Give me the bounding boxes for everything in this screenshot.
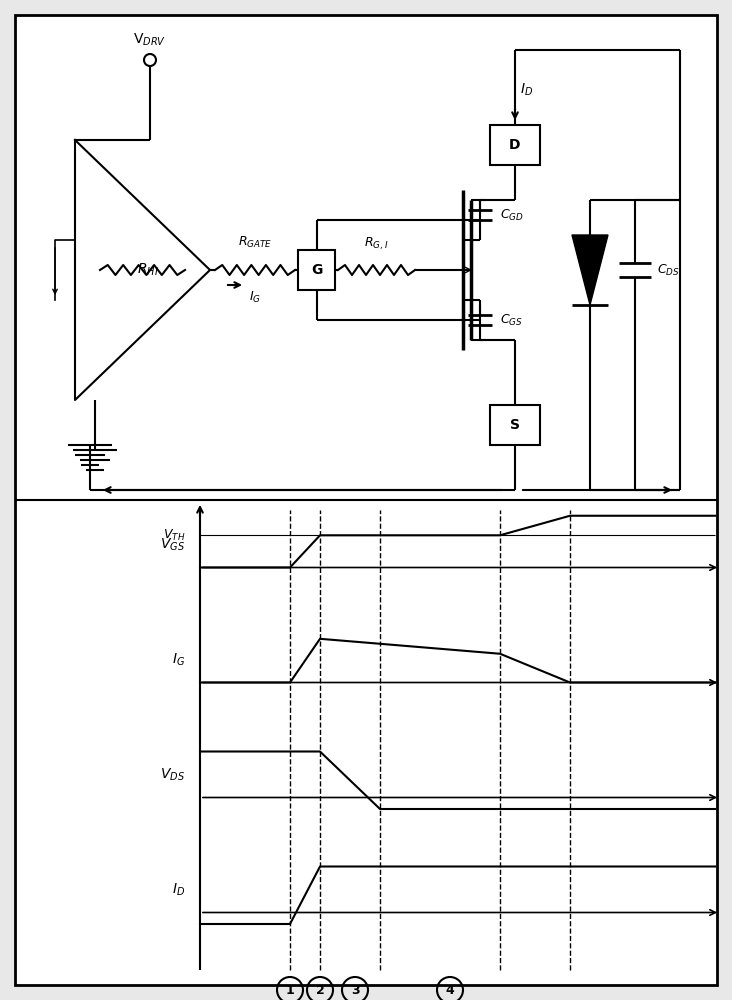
Text: C$_{DS}$: C$_{DS}$ xyxy=(657,262,680,278)
Text: 1: 1 xyxy=(285,984,294,996)
Text: C$_{GD}$: C$_{GD}$ xyxy=(500,207,524,223)
Text: V$_{DS}$: V$_{DS}$ xyxy=(160,766,185,783)
Text: R$_{HI}$: R$_{HI}$ xyxy=(137,262,159,278)
Text: I$_D$: I$_D$ xyxy=(520,82,534,98)
Text: C$_{GS}$: C$_{GS}$ xyxy=(500,312,523,328)
Text: V$_{DRV}$: V$_{DRV}$ xyxy=(133,32,167,48)
Text: I$_D$: I$_D$ xyxy=(172,881,185,898)
Bar xyxy=(298,250,335,290)
Text: S: S xyxy=(510,418,520,432)
Text: G: G xyxy=(311,263,322,277)
Text: 3: 3 xyxy=(351,984,359,996)
Text: R$_{GATE}$: R$_{GATE}$ xyxy=(238,235,272,250)
Text: D: D xyxy=(509,138,520,152)
Text: 4: 4 xyxy=(446,984,455,996)
Text: V$_{GS}$: V$_{GS}$ xyxy=(160,536,185,553)
Text: I$_G$: I$_G$ xyxy=(172,651,185,668)
Text: R$_{G,I}$: R$_{G,I}$ xyxy=(365,236,389,252)
Text: I$_G$: I$_G$ xyxy=(249,290,261,305)
Bar xyxy=(490,405,540,445)
Text: V$_{TH}$: V$_{TH}$ xyxy=(163,528,185,543)
Polygon shape xyxy=(572,235,608,305)
Bar xyxy=(490,125,540,165)
Text: 2: 2 xyxy=(315,984,324,996)
